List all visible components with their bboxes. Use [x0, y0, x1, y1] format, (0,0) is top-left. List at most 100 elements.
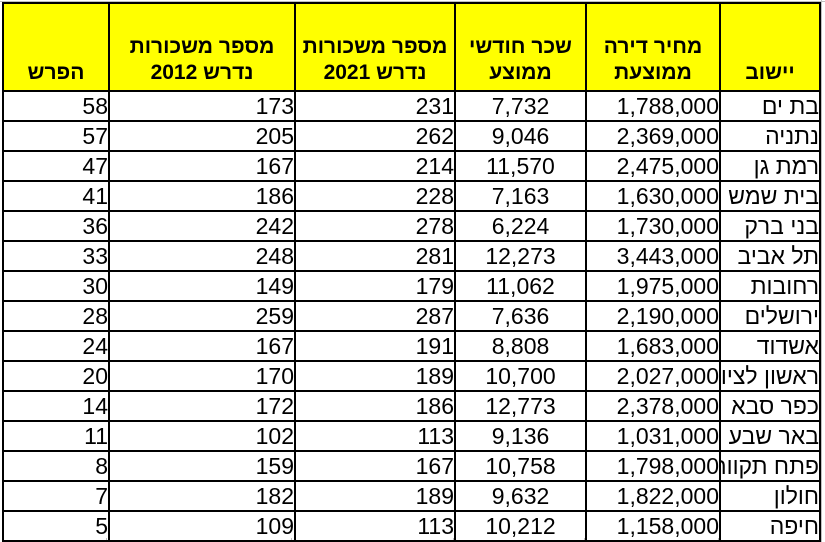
cell-city[interactable]: בני ברק — [719, 210, 821, 242]
cell-needed2012[interactable]: 186 — [108, 180, 296, 212]
excel-gridline-top — [0, 1, 825, 2]
cell-price[interactable]: 1,788,000 — [585, 90, 721, 122]
cell-salary[interactable]: 7,163 — [454, 180, 587, 212]
cell-diff[interactable]: 57 — [2, 120, 110, 152]
cell-city[interactable]: בית שמש — [719, 180, 821, 212]
cell-diff[interactable]: 11 — [2, 420, 110, 452]
cell-city[interactable]: כפר סבא — [719, 390, 821, 422]
cell-needed2012[interactable]: 242 — [108, 210, 296, 242]
cell-diff[interactable]: 5 — [2, 510, 110, 542]
cell-salary[interactable]: 12,273 — [454, 240, 587, 272]
cell-needed2012[interactable]: 259 — [108, 300, 296, 332]
cell-needed2012[interactable]: 173 — [108, 90, 296, 122]
cell-diff[interactable]: 41 — [2, 180, 110, 212]
cell-needed2012[interactable]: 172 — [108, 390, 296, 422]
cell-city[interactable]: ירושלים — [719, 300, 821, 332]
cell-needed2012[interactable]: 182 — [108, 480, 296, 512]
cell-price[interactable]: 2,369,000 — [585, 120, 721, 152]
cell-city[interactable]: חיפה — [719, 510, 821, 542]
cell-needed2012[interactable]: 149 — [108, 270, 296, 302]
cell-price[interactable]: 1,730,000 — [585, 210, 721, 242]
cell-salary[interactable]: 9,632 — [454, 480, 587, 512]
cell-salary[interactable]: 6,224 — [454, 210, 587, 242]
cell-needed2021[interactable]: 186 — [294, 390, 456, 422]
cell-city[interactable]: תל אביב — [719, 240, 821, 272]
cell-needed2012[interactable]: 159 — [108, 450, 296, 482]
cell-needed2012[interactable]: 248 — [108, 240, 296, 272]
cell-needed2012[interactable]: 167 — [108, 330, 296, 362]
cell-price[interactable]: 2,190,000 — [585, 300, 721, 332]
cell-price[interactable]: 2,027,000 — [585, 360, 721, 392]
cell-diff[interactable]: 24 — [2, 330, 110, 362]
cell-diff[interactable]: 14 — [2, 390, 110, 422]
cell-price[interactable]: 1,158,000 — [585, 510, 721, 542]
cell-salary[interactable]: 11,570 — [454, 150, 587, 182]
cell-diff[interactable]: 8 — [2, 450, 110, 482]
cell-city[interactable]: רמת גן — [719, 150, 821, 182]
cell-city[interactable]: בת ים — [719, 90, 821, 122]
header-cell-city[interactable]: יישוב — [719, 2, 821, 92]
cell-price[interactable]: 1,683,000 — [585, 330, 721, 362]
header-row: יישוב מחיר דירה ממוצעת שכר חודשי ממוצע מ… — [2, 2, 821, 92]
cell-city[interactable]: ראשון לציון — [719, 360, 821, 392]
cell-price[interactable]: 1,822,000 — [585, 480, 721, 512]
cell-diff[interactable]: 28 — [2, 300, 110, 332]
header-cell-price[interactable]: מחיר דירה ממוצעת — [585, 2, 721, 92]
cell-city[interactable]: נתניה — [719, 120, 821, 152]
cell-needed2021[interactable]: 278 — [294, 210, 456, 242]
cell-needed2021[interactable]: 191 — [294, 330, 456, 362]
cell-needed2021[interactable]: 262 — [294, 120, 456, 152]
cell-salary[interactable]: 8,808 — [454, 330, 587, 362]
cell-price[interactable]: 1,031,000 — [585, 420, 721, 452]
header-cell-diff[interactable]: הפרש — [2, 2, 110, 92]
cell-city[interactable]: רחובות — [719, 270, 821, 302]
cell-city[interactable]: באר שבע — [719, 420, 821, 452]
cell-salary[interactable]: 11,062 — [454, 270, 587, 302]
header-cell-salary[interactable]: שכר חודשי ממוצע — [454, 2, 587, 92]
cell-diff[interactable]: 58 — [2, 90, 110, 122]
cell-needed2012[interactable]: 167 — [108, 150, 296, 182]
cell-needed2012[interactable]: 102 — [108, 420, 296, 452]
cell-needed2012[interactable]: 170 — [108, 360, 296, 392]
cell-needed2021[interactable]: 214 — [294, 150, 456, 182]
cell-needed2012[interactable]: 109 — [108, 510, 296, 542]
cell-needed2021[interactable]: 281 — [294, 240, 456, 272]
cell-price[interactable]: 3,443,000 — [585, 240, 721, 272]
cell-diff[interactable]: 30 — [2, 270, 110, 302]
cell-price[interactable]: 1,798,000 — [585, 450, 721, 482]
cell-needed2021[interactable]: 167 — [294, 450, 456, 482]
cell-price[interactable]: 1,975,000 — [585, 270, 721, 302]
cell-needed2012[interactable]: 205 — [108, 120, 296, 152]
cell-needed2021[interactable]: 113 — [294, 420, 456, 452]
cell-price[interactable]: 2,378,000 — [585, 390, 721, 422]
cell-city[interactable]: חולון — [719, 480, 821, 512]
header-cell-needed2012[interactable]: מספר משכורות נדרש 2012 — [108, 2, 296, 92]
cell-salary[interactable]: 10,212 — [454, 510, 587, 542]
cell-needed2021[interactable]: 228 — [294, 180, 456, 212]
cell-needed2021[interactable]: 113 — [294, 510, 456, 542]
cell-salary[interactable]: 7,636 — [454, 300, 587, 332]
cell-city[interactable]: אשדוד — [719, 330, 821, 362]
cell-city[interactable]: פתח תקווה — [719, 450, 821, 482]
cell-diff[interactable]: 20 — [2, 360, 110, 392]
cell-needed2021[interactable]: 287 — [294, 300, 456, 332]
cell-diff[interactable]: 36 — [2, 210, 110, 242]
cell-needed2021[interactable]: 189 — [294, 360, 456, 392]
cell-needed2021[interactable]: 189 — [294, 480, 456, 512]
cell-salary[interactable]: 10,700 — [454, 360, 587, 392]
header-cell-needed2021[interactable]: מספר משכורות נדרש 2021 — [294, 2, 456, 92]
cell-diff[interactable]: 7 — [2, 480, 110, 512]
cell-salary[interactable]: 7,732 — [454, 90, 587, 122]
cell-salary[interactable]: 12,773 — [454, 390, 587, 422]
cell-diff[interactable]: 47 — [2, 150, 110, 182]
cell-salary[interactable]: 9,046 — [454, 120, 587, 152]
cell-needed2021[interactable]: 231 — [294, 90, 456, 122]
cell-price[interactable]: 1,630,000 — [585, 180, 721, 212]
cell-needed2021[interactable]: 179 — [294, 270, 456, 302]
cell-diff[interactable]: 33 — [2, 240, 110, 272]
cell-salary[interactable]: 9,136 — [454, 420, 587, 452]
cell-price[interactable]: 2,475,000 — [585, 150, 721, 182]
cell-salary[interactable]: 10,758 — [454, 450, 587, 482]
